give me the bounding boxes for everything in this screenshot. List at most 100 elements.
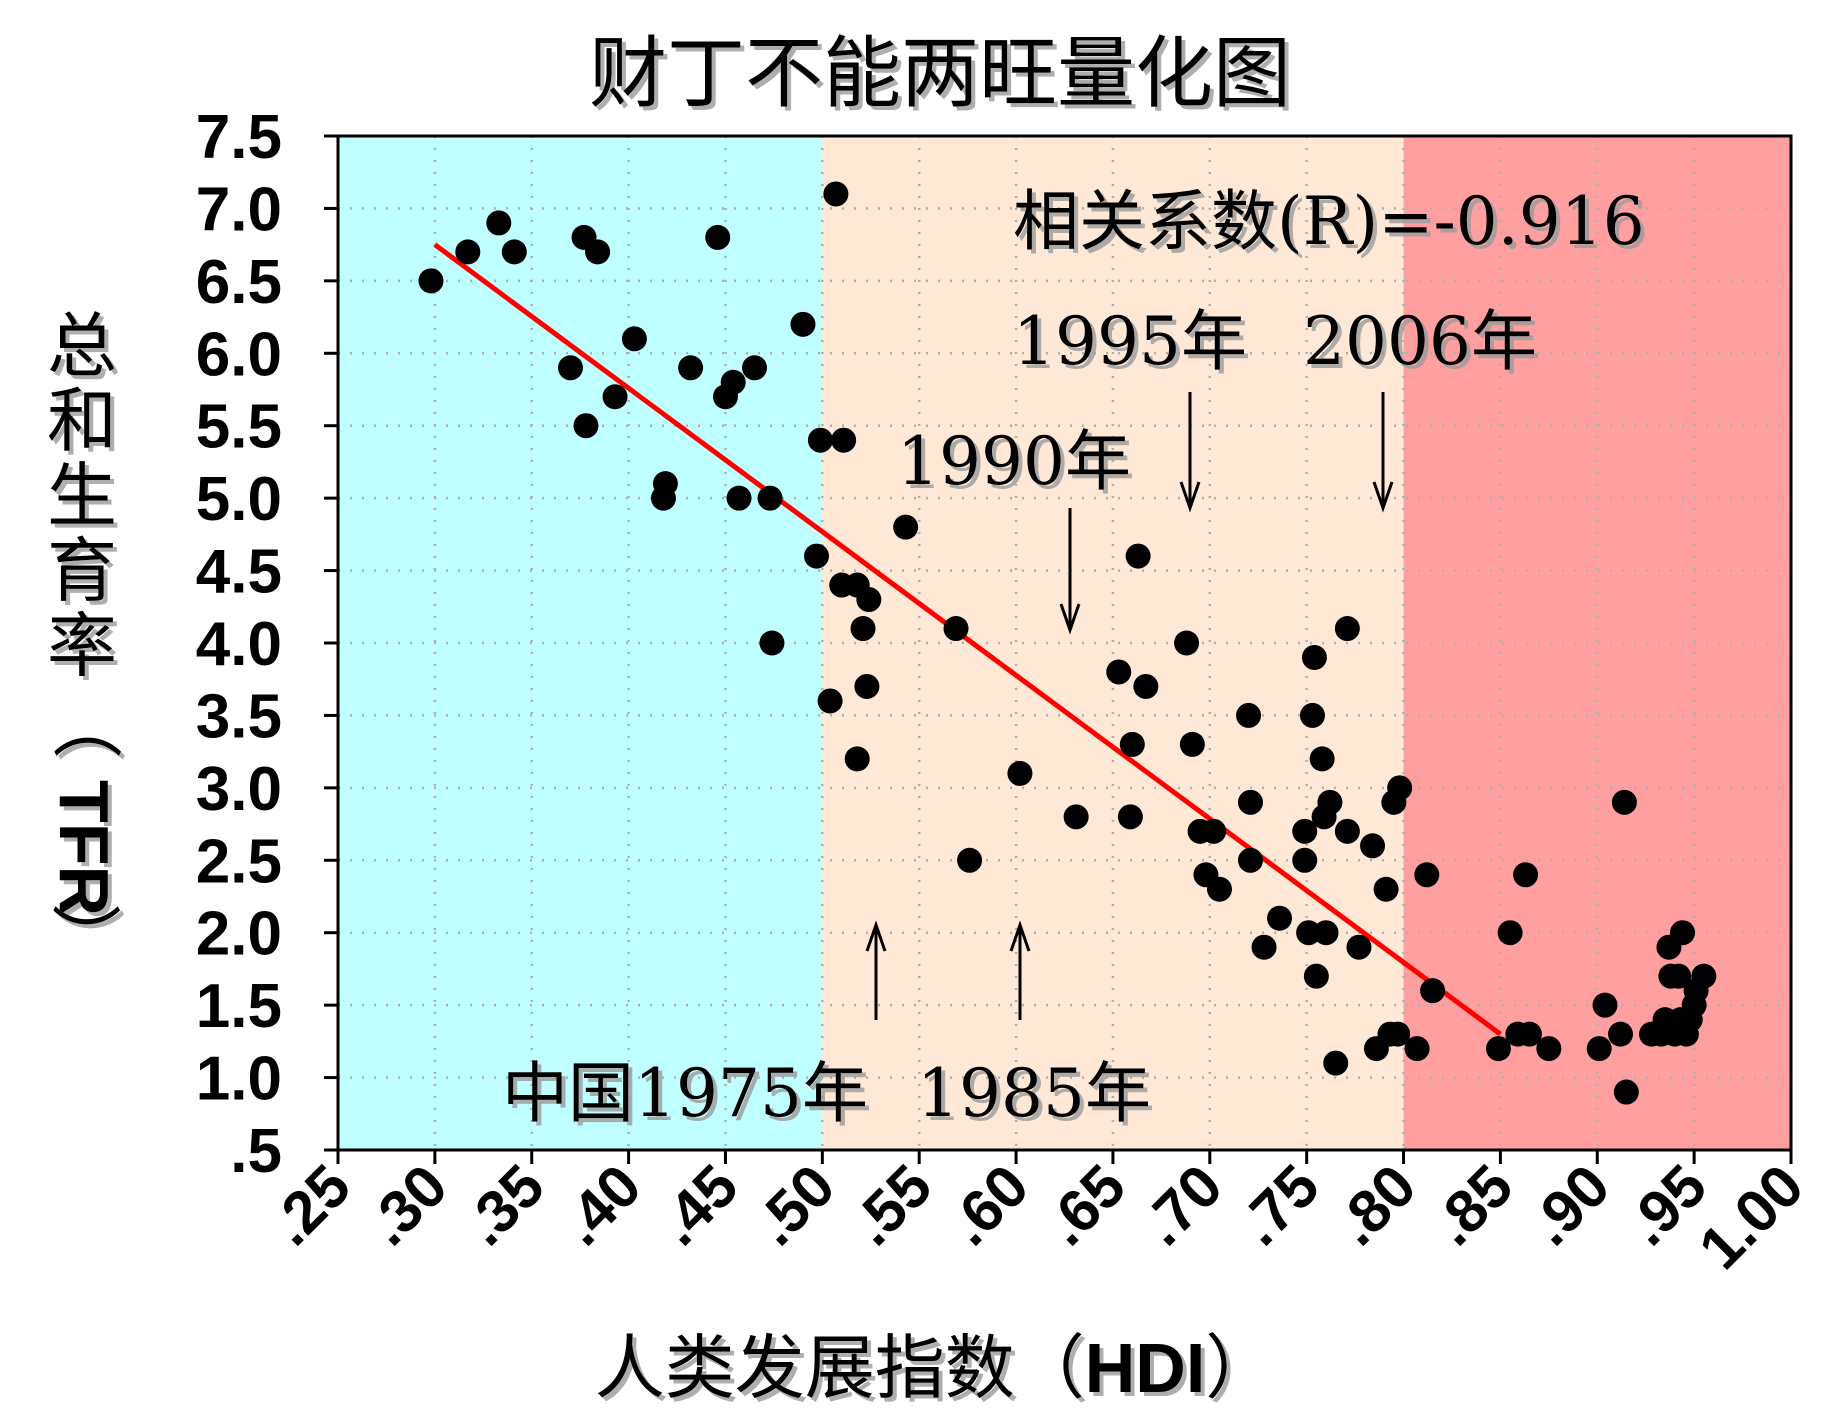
data-point-101 <box>1691 963 1717 989</box>
y-tick-label-1: 7.0 <box>196 175 282 244</box>
data-point-57 <box>1301 644 1327 670</box>
data-point-34 <box>957 847 983 873</box>
data-point-35 <box>1007 760 1033 786</box>
y-tick-label-6: 4.5 <box>196 538 282 607</box>
data-point-41 <box>1133 673 1159 699</box>
data-point-37 <box>1106 659 1132 685</box>
x-tick-label-15: 1.00 <box>1686 1152 1816 1282</box>
data-point-67 <box>1360 833 1386 859</box>
data-point-78 <box>1497 920 1523 946</box>
data-point-58 <box>1303 963 1329 989</box>
data-point-96 <box>1670 920 1696 946</box>
data-point-69 <box>1373 876 1399 902</box>
data-point-87 <box>1613 1079 1639 1105</box>
data-point-61 <box>1313 920 1339 946</box>
data-point-46 <box>1201 818 1227 844</box>
data-point-64 <box>1334 616 1360 642</box>
y-tick-label-12: 1.5 <box>196 972 282 1041</box>
x-tick-label-10: .75 <box>1225 1152 1331 1258</box>
band-0 <box>338 136 823 1150</box>
data-point-26 <box>831 427 857 453</box>
data-point-28 <box>844 746 870 772</box>
data-point-72 <box>1385 1021 1411 1047</box>
y-tick-label-13: 1.0 <box>196 1045 282 1114</box>
data-point-6 <box>573 413 599 439</box>
data-point-94 <box>1666 963 1692 989</box>
data-point-32 <box>893 514 919 540</box>
data-point-56 <box>1299 702 1325 728</box>
data-point-17 <box>742 355 768 381</box>
arrow-1975-head <box>865 920 887 952</box>
x-tick-label-4: .45 <box>644 1152 750 1258</box>
data-point-47 <box>1206 876 1232 902</box>
svg-text:）: ） <box>43 903 125 973</box>
y-tick-label-4: 5.5 <box>196 393 282 462</box>
x-tick-label-8: .65 <box>1032 1152 1138 1258</box>
data-point-22 <box>807 427 833 453</box>
data-point-16 <box>726 485 752 511</box>
data-point-84 <box>1592 992 1618 1018</box>
data-point-3 <box>501 239 527 265</box>
data-point-11 <box>652 471 678 497</box>
annotation-1995: 1995年 <box>1013 303 1247 380</box>
data-point-31 <box>856 587 882 613</box>
data-point-4 <box>557 355 583 381</box>
svg-text:率: 率 <box>47 605 117 687</box>
data-point-81 <box>1516 1021 1542 1047</box>
data-point-40 <box>1125 543 1151 569</box>
y-tick-label-5: 5.0 <box>196 465 282 534</box>
data-point-76 <box>1420 978 1446 1004</box>
data-point-50 <box>1237 847 1263 873</box>
data-point-42 <box>1174 630 1200 656</box>
arrow-1985-head <box>1009 920 1031 952</box>
annotation-china-1975: 中国1975年 <box>502 1055 868 1132</box>
x-tick-label-9: .70 <box>1129 1152 1235 1258</box>
data-point-15 <box>720 369 746 395</box>
y-tick-label-0: 7.5 <box>196 103 282 172</box>
x-tick-label-13: .90 <box>1516 1152 1622 1258</box>
data-point-83 <box>1586 1036 1612 1062</box>
annotation-1985: 1985年 <box>917 1055 1151 1132</box>
y-tick-label-8: 3.5 <box>196 682 282 751</box>
arrow-1990-head <box>1059 603 1081 635</box>
y-tick-label-2: 6.5 <box>196 248 282 317</box>
x-tick-label-6: .55 <box>838 1152 944 1258</box>
data-point-59 <box>1309 746 1335 772</box>
data-point-43 <box>1179 731 1205 757</box>
annotation-1990: 1990年 <box>897 423 1131 500</box>
data-point-85 <box>1608 1021 1634 1047</box>
data-point-21 <box>804 543 830 569</box>
y-tick-label-14: .5 <box>230 1117 282 1186</box>
data-point-63 <box>1323 1050 1349 1076</box>
svg-text:生: 生 <box>47 455 117 537</box>
annotation-2006: 2006年 <box>1303 303 1537 380</box>
data-point-13 <box>705 224 731 250</box>
annotation-arrows <box>865 392 1394 1020</box>
data-point-74 <box>1404 1036 1430 1062</box>
data-point-0 <box>418 268 444 294</box>
data-point-77 <box>1485 1036 1511 1062</box>
y-tick-label-7: 4.0 <box>196 610 282 679</box>
data-point-80 <box>1513 862 1539 888</box>
data-point-62 <box>1317 789 1343 815</box>
y-tick-label-11: 2.0 <box>196 900 282 969</box>
data-point-53 <box>1292 818 1318 844</box>
data-point-75 <box>1414 862 1440 888</box>
arrow-2006-head <box>1372 481 1394 513</box>
data-point-7 <box>585 239 611 265</box>
data-point-36 <box>1063 804 1089 830</box>
data-point-8 <box>602 384 628 410</box>
svg-text:（: （ <box>44 689 126 759</box>
data-point-51 <box>1251 934 1277 960</box>
x-tick-label-3: .40 <box>547 1152 653 1258</box>
x-tick-label-12: .85 <box>1419 1152 1525 1258</box>
data-point-55 <box>1296 920 1322 946</box>
data-point-18 <box>757 485 783 511</box>
x-tick-label-11: .80 <box>1322 1152 1428 1258</box>
data-point-19 <box>759 630 785 656</box>
x-tick-label-2: .35 <box>451 1152 557 1258</box>
data-point-9 <box>621 326 647 352</box>
data-point-30 <box>854 673 880 699</box>
data-point-54 <box>1292 847 1318 873</box>
